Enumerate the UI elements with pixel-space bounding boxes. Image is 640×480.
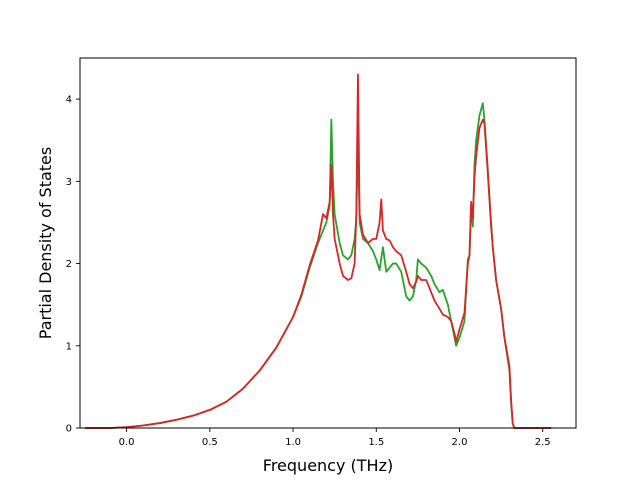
- plot-area-background: [80, 58, 576, 428]
- y-axis-label: Partial Density of States: [36, 147, 55, 339]
- y-tick-label: 4: [66, 95, 72, 106]
- x-tick-label: 1.5: [368, 437, 384, 448]
- x-axis-ticks: 0.0 0.5 1.0 1.5 2.0 2.5: [119, 428, 551, 448]
- x-tick-label: 0.0: [119, 437, 135, 448]
- y-tick-label: 2: [66, 259, 72, 270]
- x-tick-label: 1.0: [285, 437, 301, 448]
- x-tick-label: 0.5: [202, 437, 218, 448]
- y-tick-label: 0: [66, 424, 72, 435]
- series-layer: [84, 73, 552, 429]
- y-tick-label: 3: [66, 177, 72, 188]
- x-axis-label: Frequency (THz): [263, 456, 393, 475]
- plot-area-frame: [79, 57, 577, 429]
- y-tick-label: 1: [66, 341, 72, 352]
- series-line-2: [84, 73, 552, 429]
- x-tick-label: 2.0: [452, 437, 468, 448]
- x-tick-label: 2.5: [535, 437, 551, 448]
- y-axis-ticks: 0 1 2 3 4: [66, 95, 80, 435]
